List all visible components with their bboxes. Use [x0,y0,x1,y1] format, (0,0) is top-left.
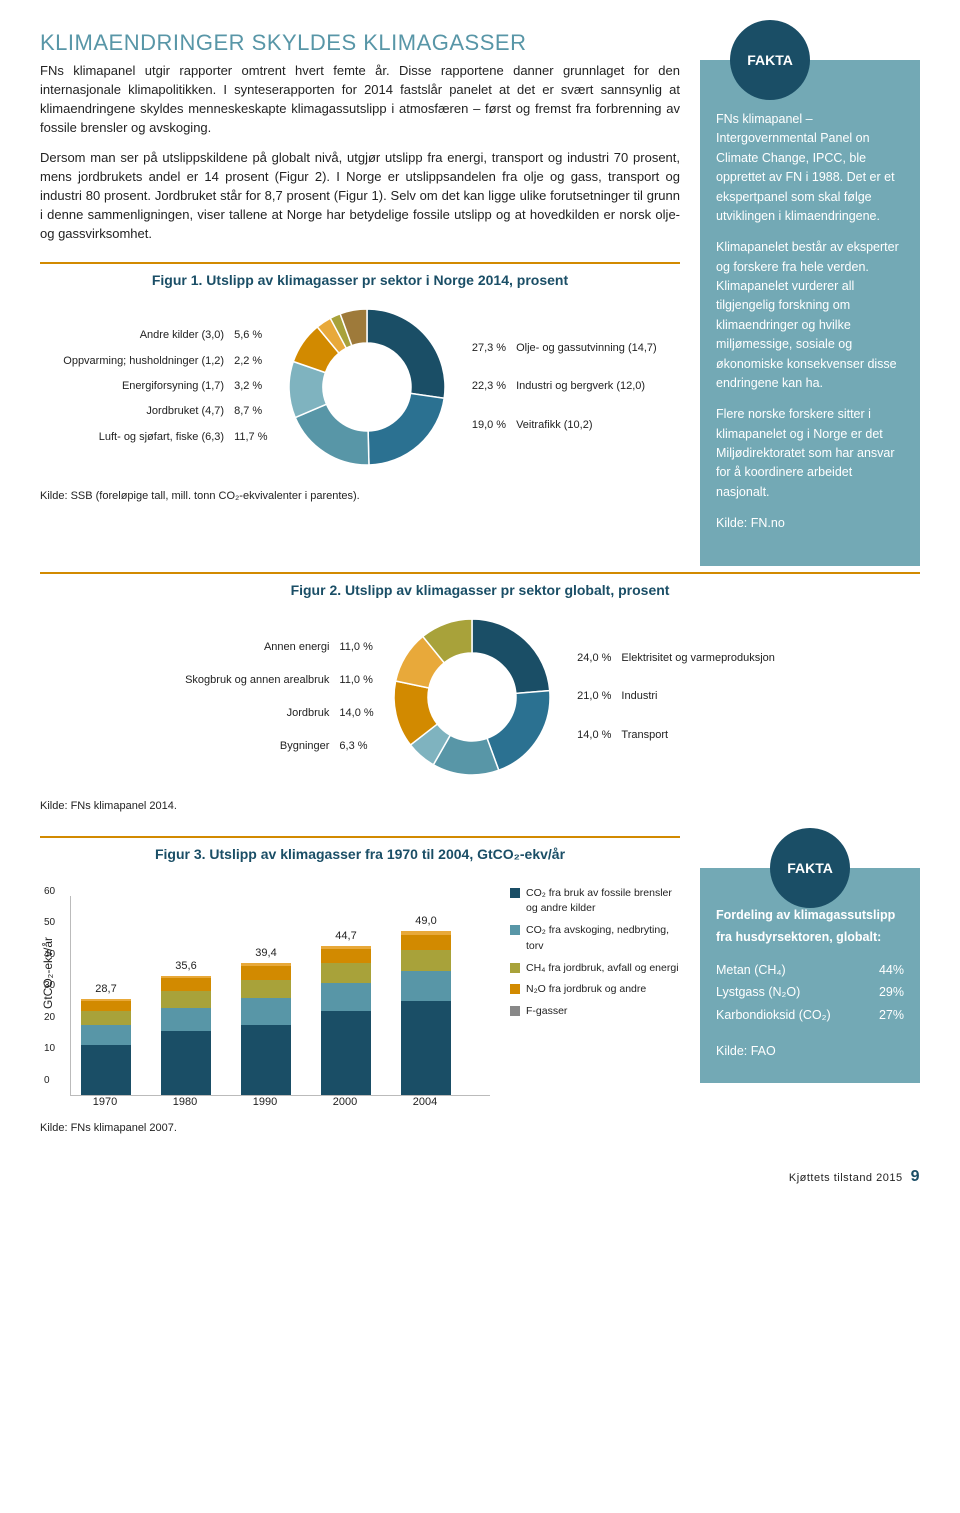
figure-2: Figur 2. Utslipp av klimagasser pr sekto… [40,572,920,792]
fakta1-p3: Flere norske forskere sitter i klimapane… [716,405,904,502]
fakta2-source: Kilde: FAO [716,1040,904,1063]
fakta1-p2: Klimapanelet består av eksperter og fors… [716,238,904,393]
bar-chart: GtCO₂-ekv/år 6050403020100 28,735,639,44… [40,886,490,1108]
page-number: 9 [911,1168,920,1186]
fakta2-title: Fordeling av klimagassutslipp fra husdyr… [716,904,904,949]
donut-chart-1 [282,302,452,472]
heading: KLIMAENDRINGER SKYLDES KLIMAGASSER [40,30,680,56]
label-row: Bygninger6,3 % [185,730,379,763]
figure-1-source: Kilde: SSB (foreløpige tall, mill. tonn … [40,490,680,502]
label-row: 21,0 %Industri [565,677,774,716]
legend-item: CO₂ fra bruk av fossile brensler og andr… [510,886,680,918]
x-axis-labels: 19701980199020002004 [80,1096,490,1108]
figure-1: Figur 1. Utslipp av klimagasser pr sekto… [40,262,680,482]
label-row: 14,0 %Transport [565,716,774,755]
figure-2-right-labels: 24,0 %Elektrisitet og varmeproduksjon21,… [565,639,774,755]
label-row: Jordbruk14,0 % [185,697,379,730]
legend-item: N₂O fra jordbruk og andre [510,982,680,998]
fakta1-p1: FNs klimapanel – Intergovernmental Panel… [716,110,904,226]
fakta-box-1: FNs klimapanel – Intergovernmental Panel… [700,60,920,566]
main-column: KLIMAENDRINGER SKYLDES KLIMAGASSER FNs k… [40,30,680,566]
label-row: Luft- og sjøfart, fiske (6,3)11,7 % [63,425,274,450]
legend-item: CO₂ fra avskoging, nedbryting, torv [510,923,680,955]
fakta1-source: Kilde: FN.no [716,514,904,533]
figure-2-source: Kilde: FNs klimapanel 2014. [40,800,920,812]
legend-item: CH₄ fra jordbruk, avfall og energi [510,961,680,977]
figure-1-left-labels: Andre kilder (3,0)5,6 %Oppvarming; husho… [63,323,274,449]
legend-item: F-gasser [510,1004,680,1020]
bar-column: 28,7 [81,999,131,1095]
label-row: 24,0 %Elektrisitet og varmeproduksjon [565,639,774,678]
y-axis-ticks: 6050403020100 [44,886,55,1086]
bar-column: 39,4 [241,963,291,1094]
bar-column: 44,7 [321,946,371,1095]
donut-chart-2 [387,612,557,782]
label-row: Energiforsyning (1,7)3,2 % [63,374,274,399]
figure-2-left-labels: Annen energi11,0 %Skogbruk og annen area… [185,631,379,763]
paragraph-2: Dersom man ser på utslippskildene på glo… [40,149,680,243]
fakta2-row: Karbondioksid (CO₂)27% [716,1004,904,1027]
figure-3-legend: CO₂ fra bruk av fossile brensler og andr… [510,886,680,1108]
figure-1-title: Figur 1. Utslipp av klimagasser pr sekto… [40,264,680,302]
figure-3: Figur 3. Utslipp av klimagasser fra 1970… [40,836,680,1108]
label-row: Oppvarming; husholdninger (1,2)2,2 % [63,349,274,374]
label-row: Jordbruket (4,7)8,7 % [63,399,274,424]
page-footer: Kjøttets tilstand 2015 9 [40,1168,920,1186]
label-row: Andre kilder (3,0)5,6 % [63,323,274,348]
bar-column: 35,6 [161,976,211,1095]
sidebar-2: FAKTA Fordeling av klimagassutslipp fra … [700,868,920,1138]
label-row: 22,3 %Industri og bergverk (12,0) [460,367,657,406]
label-row: Annen energi11,0 % [185,631,379,664]
sidebar: FAKTA FNs klimapanel – Intergovernmental… [700,30,920,566]
figure-1-right-labels: 27,3 %Olje- og gassutvinning (14,7)22,3 … [460,329,657,445]
figure-2-title: Figur 2. Utslipp av klimagasser pr sekto… [40,574,920,612]
fakta2-row: Lystgass (N₂O)29% [716,981,904,1004]
fakta2-row: Metan (CH₄)44% [716,959,904,982]
label-row: 19,0 %Veitrafikk (10,2) [460,406,657,445]
paragraph-1: FNs klimapanel utgir rapporter omtrent h… [40,62,680,137]
label-row: Skogbruk og annen arealbruk11,0 % [185,664,379,697]
footer-text: Kjøttets tilstand 2015 [789,1172,903,1184]
figure-3-title: Figur 3. Utslipp av klimagasser fra 1970… [40,838,680,876]
bar-column: 49,0 [401,931,451,1094]
label-row: 27,3 %Olje- og gassutvinning (14,7) [460,329,657,368]
fakta-badge-1: FAKTA [730,20,810,100]
figure-3-source: Kilde: FNs klimapanel 2007. [40,1122,680,1134]
fakta-badge-2: FAKTA [770,828,850,908]
